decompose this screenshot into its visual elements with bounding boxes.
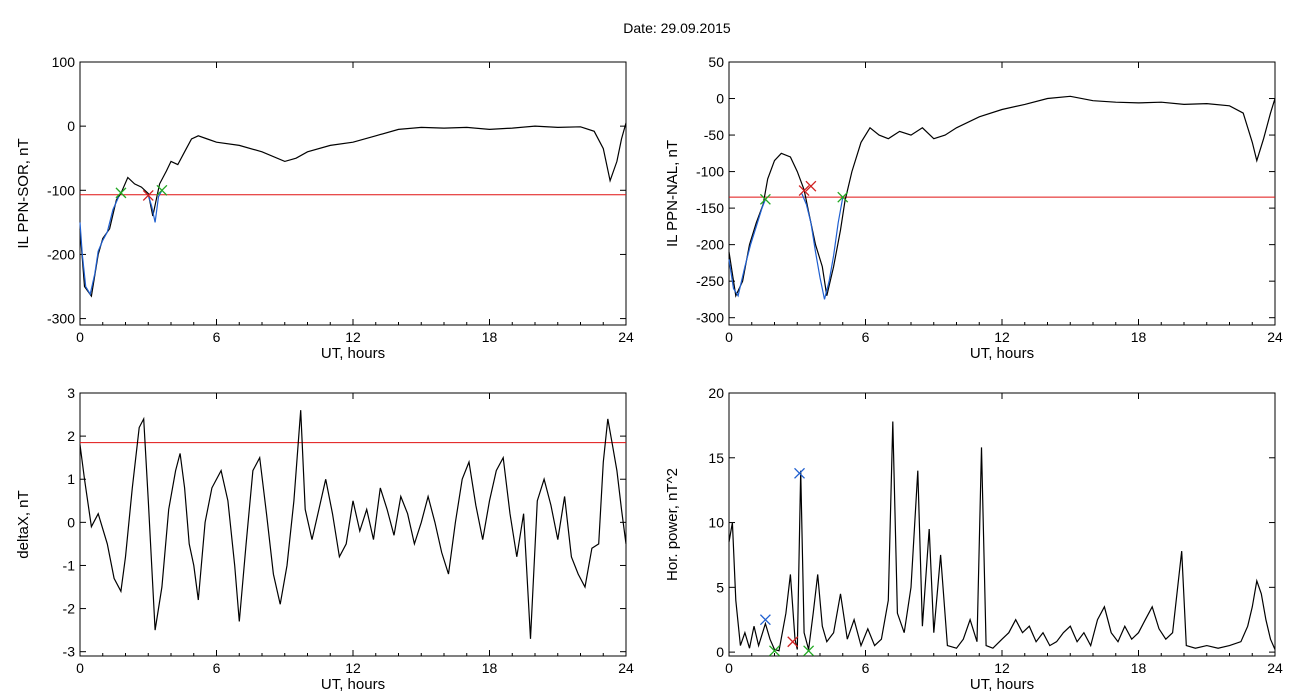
x-tick-label: 0 — [725, 660, 733, 676]
x-axis-label: UT, hours — [321, 345, 385, 362]
event-marker — [803, 645, 815, 657]
x-tick-label: 6 — [862, 660, 870, 676]
y-tick-label: -3 — [63, 644, 76, 660]
series-line — [147, 190, 163, 223]
y-tick-label: -2 — [63, 601, 76, 617]
x-tick-label: 0 — [76, 660, 84, 676]
x-tick-label: 12 — [994, 329, 1010, 345]
page-title: Date: 29.09.2015 — [623, 20, 731, 36]
series-line — [79, 196, 120, 296]
y-tick-label: -300 — [47, 311, 75, 327]
y-tick-label: -1 — [63, 557, 76, 573]
y-tick-label: -250 — [696, 273, 724, 289]
y-tick-label: -200 — [696, 237, 724, 253]
x-tick-label: 12 — [994, 660, 1010, 676]
x-tick-label: 0 — [76, 329, 84, 345]
y-tick-label: -100 — [47, 182, 75, 198]
y-tick-label: -200 — [47, 246, 75, 262]
y-tick-label: 100 — [52, 54, 76, 70]
x-axis-label: UT, hours — [970, 345, 1034, 362]
series-line — [801, 193, 844, 300]
chart-panel: 0 6 12 18 24 0 5 10 15 20 UT, hours Hor. power, nT^… — [664, 385, 1283, 693]
series-line — [728, 199, 766, 298]
x-axis-label: UT, hours — [970, 676, 1034, 693]
y-tick-label: 0 — [67, 514, 75, 530]
series-line — [728, 421, 1276, 652]
y-tick-label: 1 — [67, 471, 75, 487]
event-marker — [115, 187, 127, 199]
x-tick-label: 6 — [213, 329, 221, 345]
x-tick-label: 24 — [1267, 329, 1283, 345]
y-tick-label: 20 — [708, 385, 724, 401]
event-marker — [759, 193, 771, 205]
event-marker — [837, 191, 849, 203]
y-tick-label: -150 — [696, 200, 724, 216]
series-line — [728, 95, 1276, 298]
y-tick-label: 50 — [708, 54, 724, 70]
x-tick-label: 12 — [345, 329, 361, 345]
event-marker — [798, 185, 810, 197]
event-marker — [769, 645, 780, 657]
x-tick-label: 0 — [725, 329, 733, 345]
x-tick-label: 24 — [1267, 660, 1283, 676]
chart-panel: 0 6 12 18 24 -300 -200 -100 0 100 UT, hours IL PPN-… — [15, 54, 634, 362]
event-marker — [156, 184, 168, 196]
y-axis-label: Hor. power, nT^2 — [664, 468, 681, 581]
y-tick-label: 5 — [716, 579, 724, 595]
y-tick-label: 0 — [716, 644, 724, 660]
plot-frame — [728, 392, 1276, 657]
y-tick-label: -50 — [704, 127, 724, 143]
series-line — [79, 410, 627, 639]
x-tick-label: 18 — [482, 660, 498, 676]
x-tick-label: 12 — [345, 660, 361, 676]
chart-panel: 0 6 12 18 24 -300 -250 -200 -150 -100 -50 0 50 UT, ho… — [664, 54, 1283, 362]
y-tick-label: 0 — [67, 118, 75, 134]
plot-frame — [728, 61, 1276, 326]
plot-frame — [79, 392, 627, 657]
y-axis-label: deltaX, nT — [15, 490, 32, 558]
y-tick-label: -300 — [696, 310, 724, 326]
event-marker — [142, 189, 154, 201]
event-marker — [759, 614, 771, 626]
x-tick-label: 18 — [1131, 329, 1147, 345]
x-axis-label: UT, hours — [321, 676, 385, 693]
x-tick-label: 18 — [482, 329, 498, 345]
x-tick-label: 18 — [1131, 660, 1147, 676]
y-tick-label: 2 — [67, 428, 75, 444]
event-marker — [805, 180, 817, 192]
series-line — [79, 122, 627, 298]
event-marker — [794, 467, 805, 479]
x-tick-label: 24 — [618, 329, 634, 345]
y-tick-label: 10 — [708, 515, 724, 531]
event-marker — [787, 636, 799, 648]
x-tick-label: 6 — [862, 329, 870, 345]
y-tick-label: 3 — [67, 385, 75, 401]
y-axis-label: IL PPN-SOR, nT — [15, 138, 32, 248]
plot-frame — [79, 61, 627, 326]
y-tick-label: 0 — [716, 91, 724, 107]
x-tick-label: 6 — [213, 660, 221, 676]
y-tick-label: -100 — [696, 164, 724, 180]
y-axis-label: IL PPN-NAL, nT — [664, 140, 681, 247]
y-tick-label: 15 — [708, 450, 724, 466]
x-tick-label: 24 — [618, 660, 634, 676]
